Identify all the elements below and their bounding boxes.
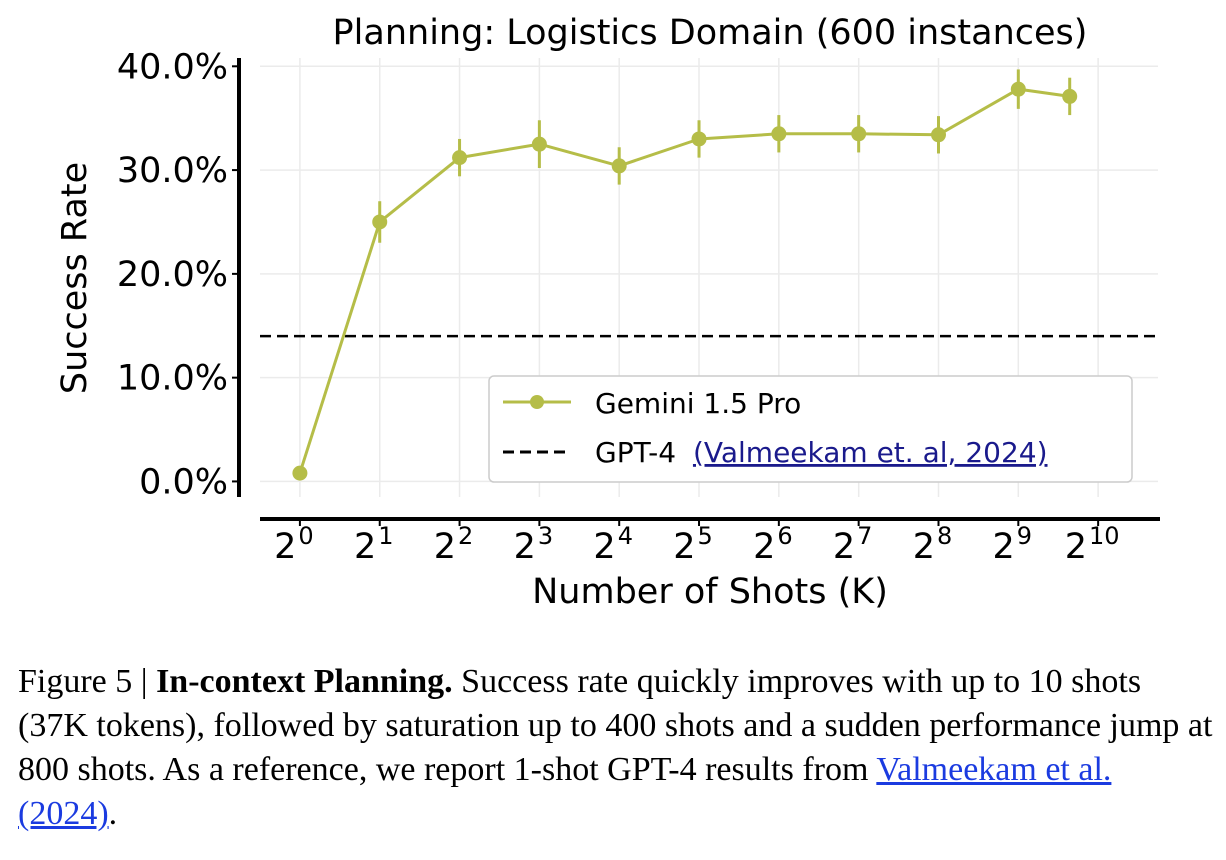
data-point (531, 136, 547, 152)
x-tick-label: 20 (274, 522, 314, 567)
data-point (930, 127, 946, 143)
x-tick-exponent: 3 (538, 522, 553, 550)
data-point (292, 465, 308, 481)
x-tick-exponent: 4 (618, 522, 633, 550)
data-point (1010, 81, 1026, 97)
x-tick-base: 2 (1065, 527, 1087, 567)
x-tick-exponent: 6 (777, 522, 792, 550)
caption-suffix: . (108, 795, 118, 832)
y-tick-label: 20.0% (117, 255, 228, 295)
caption-prefix: Figure 5 | (18, 663, 157, 700)
legend-reference-citation-link[interactable]: (Valmeekam et. al, 2024) (693, 436, 1048, 469)
chart: Planning: Logistics Domain (600 instance… (55, 13, 1160, 612)
caption-title: In-context Planning. (156, 663, 453, 700)
x-tick-base: 2 (593, 527, 615, 567)
x-tick-label: 25 (673, 522, 713, 567)
legend-box (488, 375, 1133, 483)
x-tick-base: 2 (753, 527, 775, 567)
legend-series-label: Gemini 1.5 Pro (595, 387, 801, 420)
data-point (611, 158, 627, 174)
y-tick-label: 30.0% (117, 151, 228, 191)
x-tick-exponent: 5 (698, 522, 713, 550)
y-tick-label: 40.0% (117, 47, 228, 87)
data-point (452, 150, 468, 166)
axes (232, 58, 1160, 526)
x-tick-labels: 20 21 22 23 24 25 26 27 28 29 210 (274, 522, 1119, 567)
caption-citation-link[interactable]: Valmeekam et al. (2024) (18, 751, 1112, 832)
x-tick-exponent: 8 (937, 522, 952, 550)
x-tick-base: 2 (514, 527, 536, 567)
data-point (1062, 88, 1078, 104)
x-tick-exponent: 1 (378, 522, 393, 550)
x-tick-label: 26 (753, 522, 793, 567)
figure-caption: Figure 5 | In-context Planning. Success … (18, 660, 1218, 836)
series-group (292, 69, 1078, 481)
x-tick-label: 21 (354, 522, 394, 567)
chart-title: Planning: Logistics Domain (600 instance… (333, 13, 1088, 53)
y-tick-label: 10.0% (117, 359, 228, 399)
x-tick-label: 210 (1065, 522, 1120, 567)
caption-body: Success rate quickly improves with up to… (18, 663, 1213, 788)
y-tick-labels: 0.0% 10.0% 20.0% 30.0% 40.0% (117, 47, 228, 502)
x-tick-exponent: 0 (298, 522, 313, 550)
x-tick-label: 29 (993, 522, 1033, 567)
x-tick-base: 2 (833, 527, 855, 567)
y-axis-label: Success Rate (55, 162, 95, 394)
legend: Gemini 1.5 Pro GPT-4 (Valmeekam et. al, … (488, 375, 1133, 483)
x-tick-exponent: 10 (1089, 522, 1120, 550)
x-tick-label: 28 (913, 522, 953, 567)
x-tick-base: 2 (993, 527, 1015, 567)
data-point (851, 126, 867, 142)
x-tick-base: 2 (434, 527, 456, 567)
x-axis-label: Number of Shots (K) (532, 572, 888, 612)
x-tick-exponent: 2 (458, 522, 473, 550)
x-tick-base: 2 (354, 527, 376, 567)
x-tick-label: 23 (514, 522, 554, 567)
data-point (771, 126, 787, 142)
x-tick-exponent: 7 (857, 522, 872, 550)
x-tick-base: 2 (913, 527, 935, 567)
x-tick-exponent: 9 (1017, 522, 1032, 550)
y-tick-label: 0.0% (139, 462, 228, 502)
x-tick-label: 24 (593, 522, 633, 567)
x-tick-label: 27 (833, 522, 873, 567)
x-tick-label: 22 (434, 522, 474, 567)
data-point (372, 214, 388, 230)
data-point (691, 131, 707, 147)
legend-series-marker (530, 395, 544, 409)
x-tick-base: 2 (274, 527, 296, 567)
legend-reference-label: GPT-4 (Valmeekam et. al, 2024) (595, 436, 1048, 469)
legend-reference-name: GPT-4 (595, 436, 676, 469)
x-tick-base: 2 (673, 527, 695, 567)
